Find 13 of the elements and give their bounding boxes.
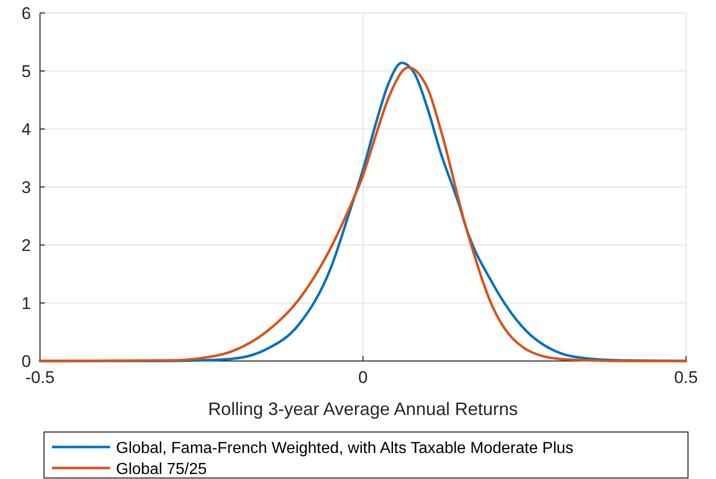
y-tick-label: 3	[22, 178, 31, 197]
y-tick-label: 5	[22, 62, 31, 81]
y-tick-label: 4	[22, 120, 31, 139]
x-tick-label: 0	[358, 368, 368, 387]
x-tick-label: -0.5	[25, 368, 55, 387]
y-tick-label: 2	[22, 236, 31, 255]
y-tick-label: 1	[22, 294, 31, 313]
y-tick-label: 0	[22, 352, 31, 371]
x-tick-label: 0.5	[674, 368, 698, 387]
legend-label: Global, Fama-French Weighted, with Alts Taxable Moderate Plus	[116, 440, 574, 457]
y-tick-label: 6	[22, 4, 31, 23]
legend-label: Global 75/25	[116, 461, 207, 478]
x-axis-title: Rolling 3-year Average Annual Returns	[208, 399, 518, 419]
